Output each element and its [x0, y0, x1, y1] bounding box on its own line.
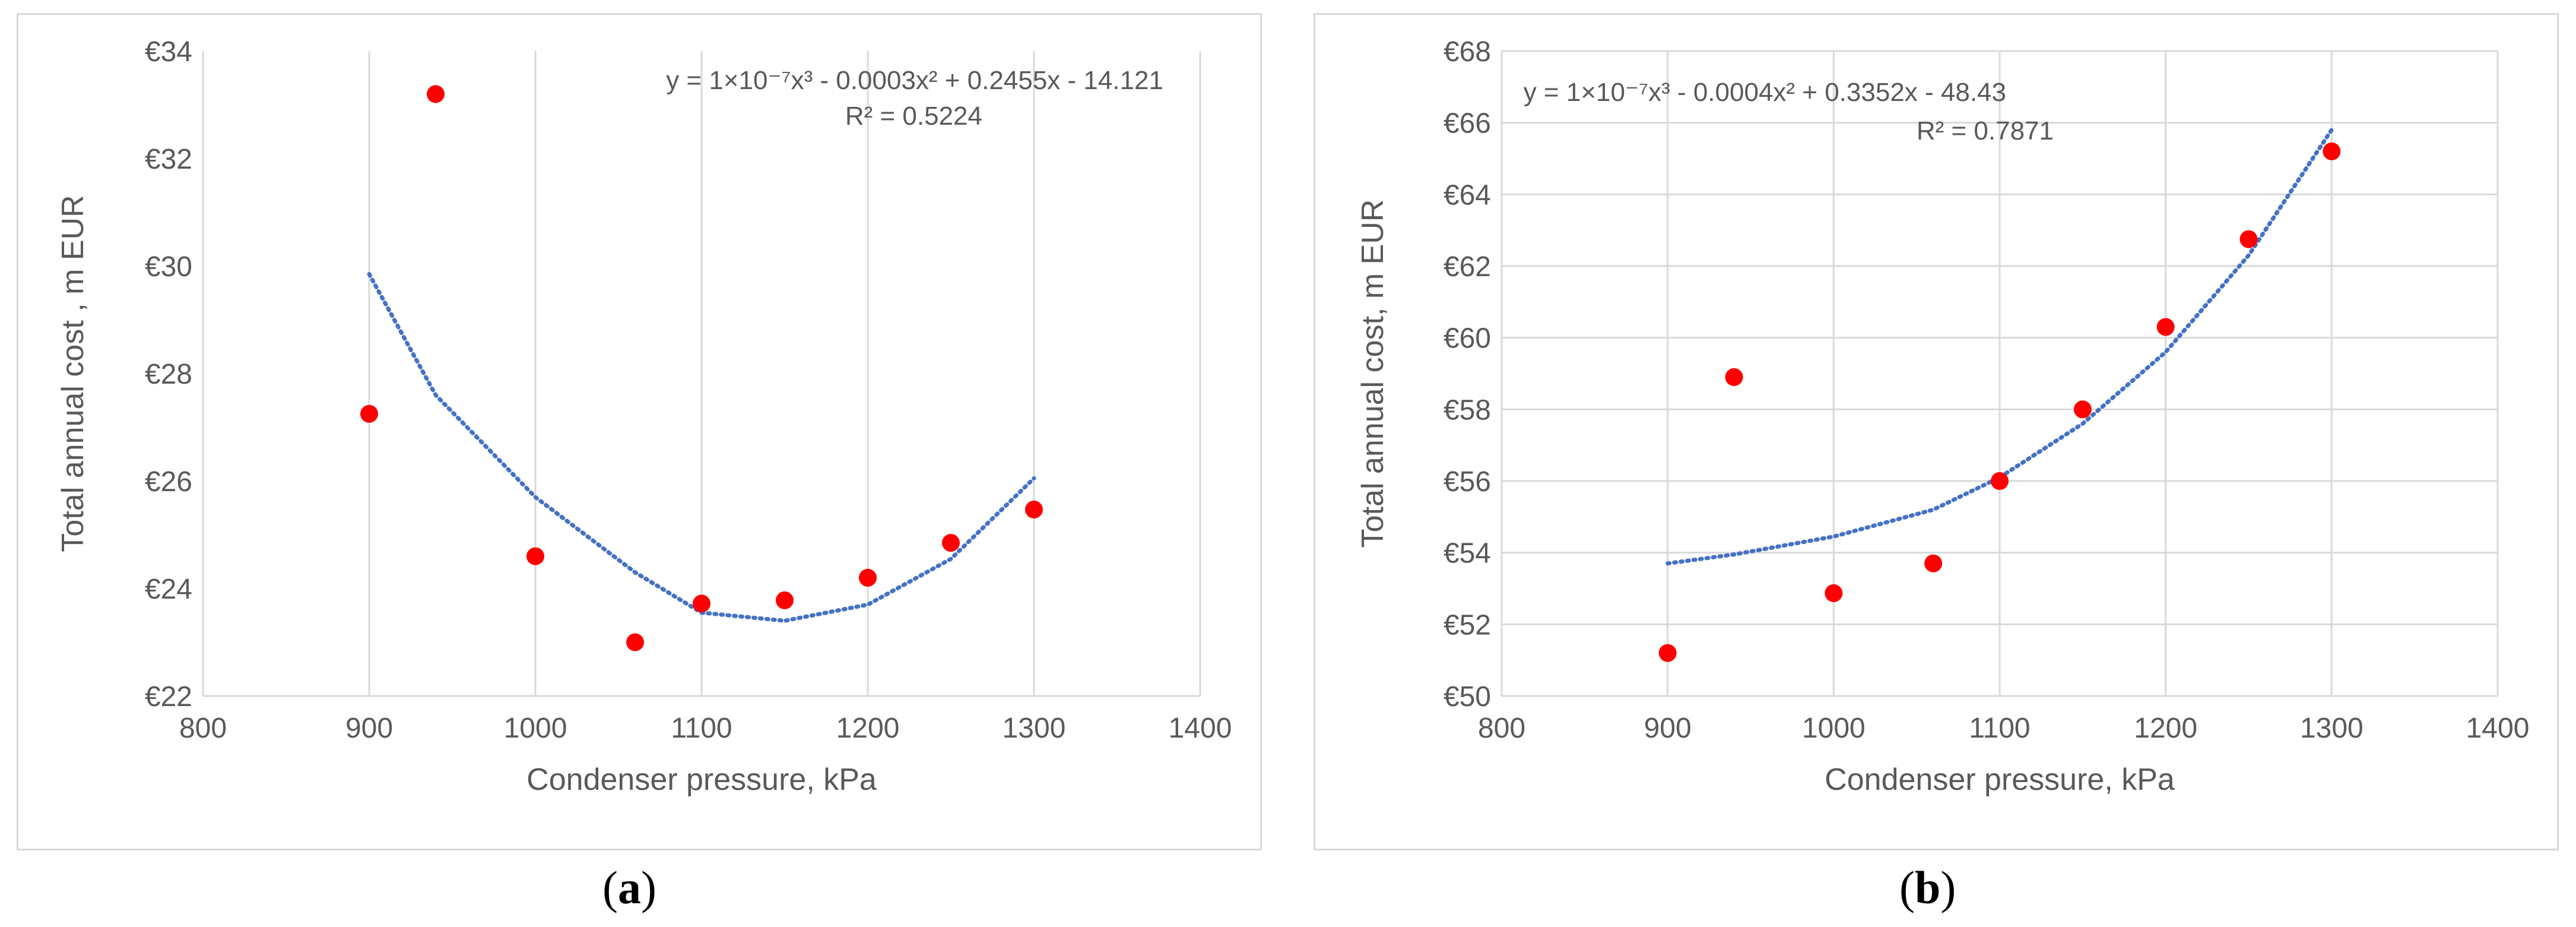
trendline-equation: y = 1×10⁻⁷x³ - 0.0003x² + 0.2455x - 14.1…: [666, 66, 1163, 95]
x-tick-label: 900: [1644, 713, 1692, 744]
data-point: [1924, 554, 1943, 572]
caption-a: (a): [602, 862, 656, 913]
data-point: [1725, 368, 1743, 387]
data-point: [427, 85, 445, 103]
data-point: [1658, 644, 1677, 662]
chart-a: €22 €24 €26 €28 €30 €32 €34 800 900 1000 1100 1200 1…: [56, 36, 1232, 797]
y-tick-label: €50: [1444, 681, 1491, 713]
data-point: [2156, 318, 2175, 336]
x-tick-label: 1400: [1169, 713, 1232, 744]
y-tick-label: €60: [1444, 323, 1491, 355]
y-tick-label: €26: [145, 466, 192, 498]
trendline-r2: R² = 0.7871: [1917, 116, 2054, 145]
y-tick-label: €28: [145, 359, 192, 390]
chart-b: €50 €52 €54 €56 €58 €60 €62 €64 €66 €68 800 900 1000…: [1356, 36, 2529, 797]
data-point: [859, 568, 877, 587]
data-point: [2239, 230, 2258, 248]
x-tick-label: 1200: [2134, 713, 2197, 744]
data-point: [693, 594, 710, 613]
y-tick-label: €68: [1444, 36, 1491, 68]
y-tick-label: €56: [1444, 466, 1491, 498]
x-tick-label: 1400: [2466, 713, 2530, 744]
x-tick-label: 1100: [1969, 713, 2030, 744]
x-tick-label: 1300: [2300, 713, 2364, 744]
data-point: [1991, 472, 2009, 490]
trendline-equation: y = 1×10⁻⁷x³ - 0.0004x² + 0.3352x - 48.4…: [1524, 78, 2006, 107]
data-point: [2073, 400, 2092, 419]
x-tick-label: 1000: [1802, 713, 1866, 744]
x-tick-label: 1300: [1003, 713, 1066, 744]
data-point: [626, 633, 644, 651]
y-tick-label: €52: [1444, 609, 1491, 641]
y-tick-label: €58: [1444, 394, 1491, 426]
data-point: [776, 591, 794, 609]
y-tick-label: €66: [1444, 108, 1491, 140]
x-tick-label: 1200: [836, 713, 900, 744]
y-tick-label: €34: [145, 36, 192, 68]
x-tick-label: 1100: [671, 713, 732, 744]
y-axis-title: Total annual cost , m EUR: [56, 195, 90, 552]
chart-panel-b: [1314, 13, 2559, 850]
x-tick-label: 900: [345, 713, 393, 744]
chart-panel-a: [17, 13, 1262, 850]
trendline-r2: R² = 0.5224: [845, 102, 982, 131]
data-point: [2323, 142, 2341, 160]
x-tick-label: 800: [179, 713, 227, 744]
data-point: [1825, 584, 1843, 602]
x-axis-title: Condenser pressure, kPa: [1825, 763, 2175, 797]
data-point: [1025, 500, 1043, 518]
caption-b: (b): [1899, 862, 1956, 913]
data-point: [526, 547, 544, 565]
x-axis-title: Condenser pressure, kPa: [526, 763, 877, 797]
y-tick-label: €54: [1444, 538, 1491, 570]
data-point: [942, 534, 960, 552]
x-tick-label: 800: [1478, 713, 1525, 744]
y-tick-label: €22: [145, 681, 192, 713]
y-tick-label: €62: [1444, 251, 1491, 283]
data-point: [360, 404, 378, 423]
y-tick-label: €30: [145, 251, 192, 283]
y-tick-label: €24: [145, 574, 192, 605]
y-axis-title: Total annual cost, m EUR: [1356, 200, 1390, 548]
y-tick-label: €64: [1444, 179, 1491, 211]
x-tick-label: 1000: [504, 713, 567, 744]
y-tick-label: €32: [145, 144, 192, 175]
trendline: [367, 272, 1036, 623]
